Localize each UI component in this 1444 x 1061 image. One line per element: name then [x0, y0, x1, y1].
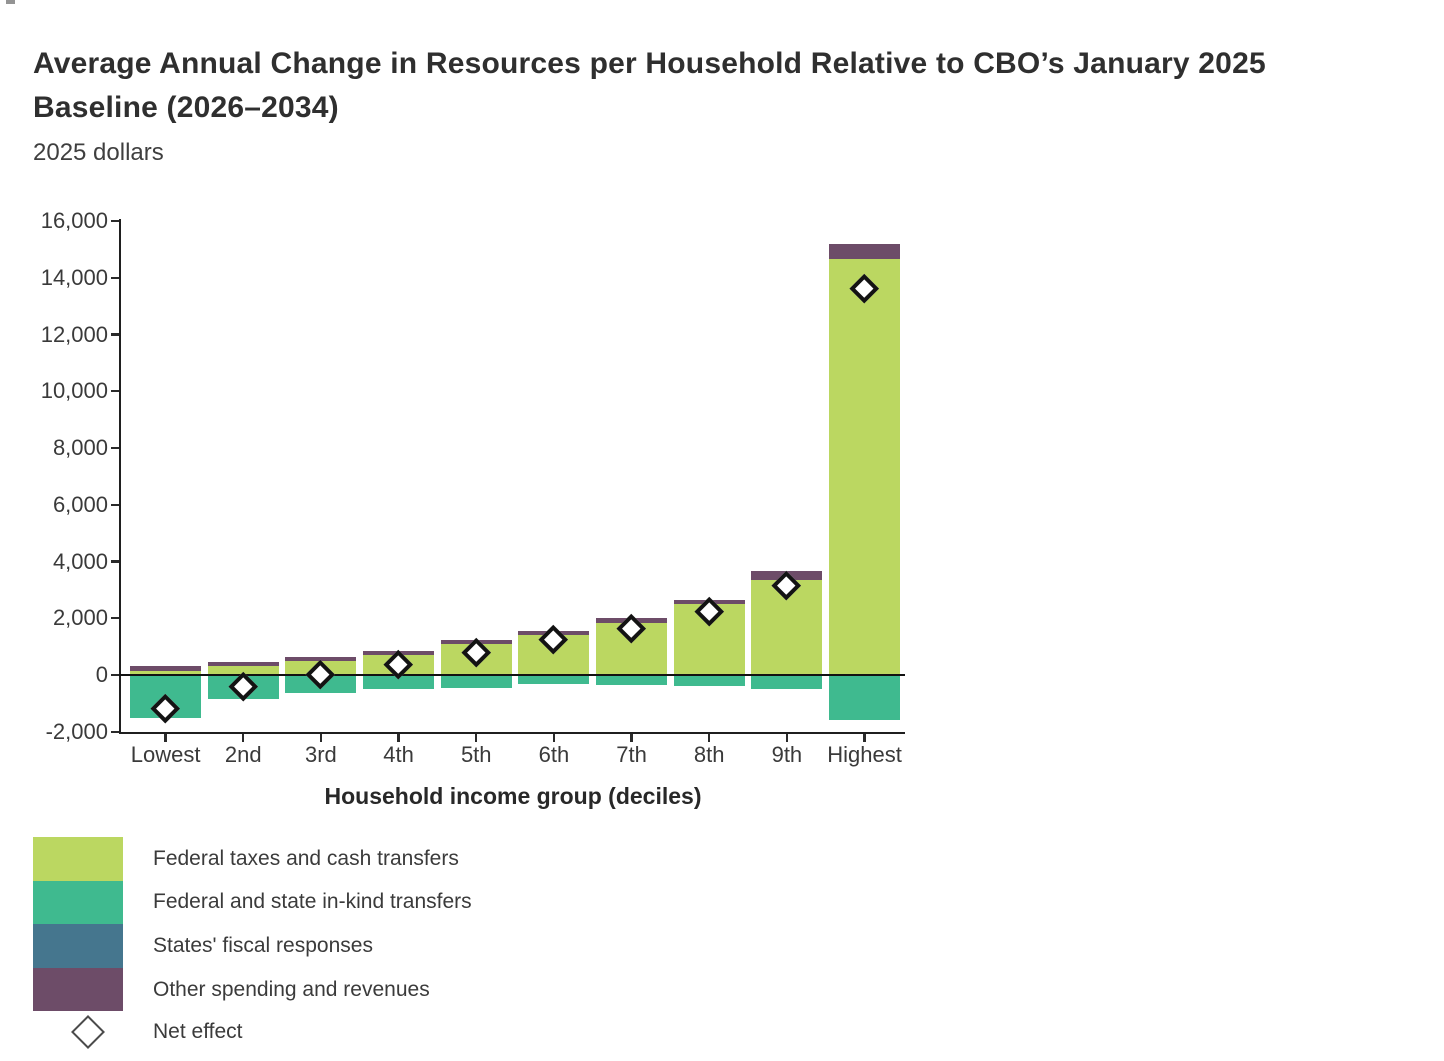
x-tick-label: 6th [538, 742, 570, 767]
chart-title: Average Annual Change in Resources per H… [33, 47, 1266, 124]
y-tick [111, 276, 119, 279]
x-tick-label: Highest [827, 742, 902, 767]
bar-segment [285, 656, 357, 661]
y-tick [111, 446, 119, 450]
legend-swatch-states-fiscal [33, 924, 123, 968]
bar-segment [130, 666, 202, 671]
bar-segment [829, 243, 901, 260]
x-tick-label: 9th [771, 742, 803, 767]
x-tick [785, 734, 789, 743]
y-tick-label: -2,000 [45, 718, 108, 744]
bar-segment [751, 675, 823, 690]
x-tick-label: 3rd [305, 742, 337, 767]
y-axis-line [119, 219, 122, 735]
y-tick-label: 2,000 [52, 605, 108, 631]
x-axis-line [119, 731, 905, 735]
x-tick [319, 734, 323, 743]
x-tick-label: Lowest [130, 742, 201, 767]
y-tick [111, 219, 119, 223]
legend-label: States' fiscal responses [153, 933, 373, 957]
plot-area: 16,000 14,000 12,000 10,000 8,000 6,000 4,000 2… [40, 208, 905, 767]
y-tick [111, 390, 119, 393]
legend-item-states-fiscal: States' fiscal responses [33, 924, 733, 968]
legend-item-other-spending: Other spending and revenues [33, 967, 733, 1012]
legend-item-federal-taxes: Federal taxes and cash transfers [33, 837, 733, 881]
y-tick [111, 617, 119, 620]
x-tick [164, 734, 167, 743]
y-tick [111, 730, 119, 733]
y-tick-label: 6,000 [52, 491, 108, 517]
legend-item-net-effect: Net effect [33, 1011, 733, 1053]
x-tick-label: 2nd [224, 742, 262, 767]
x-tick-label: 8th [693, 742, 725, 767]
zero-line [119, 673, 905, 677]
x-tick [397, 734, 400, 743]
legend-label: Federal taxes and cash transfers [153, 846, 459, 870]
bar-segment [440, 675, 512, 688]
x-tick-label: 4th [383, 742, 414, 767]
y-tick [111, 333, 119, 336]
screenshot-edge-artifact [6, 0, 15, 4]
legend: Federal taxes and cash transfers Federal… [33, 837, 733, 1053]
legend-item-inkind-transfers: Federal and state in-kind transfers [33, 880, 733, 925]
legend-marker-cell [33, 1011, 123, 1053]
y-tick-label: 10,000 [40, 378, 108, 404]
y-tick-label: 16,000 [40, 208, 108, 233]
bar-segment [518, 675, 590, 684]
bar-segment [596, 675, 668, 685]
y-tick [111, 560, 119, 563]
legend-swatch-federal-taxes [33, 837, 123, 881]
x-tick [475, 734, 478, 743]
legend-label: Other spending and revenues [153, 977, 430, 1001]
y-tick-label: 14,000 [40, 264, 108, 290]
bar-segment [363, 675, 435, 690]
x-tick-label: 5th [460, 742, 492, 767]
x-tick [242, 734, 245, 743]
bar-segment [673, 675, 745, 687]
bar-segment [829, 259, 901, 675]
y-tick-label: 8,000 [52, 435, 108, 460]
y-tick-label: 0 [95, 662, 108, 687]
bar-segment [130, 670, 202, 675]
bar-segment [829, 675, 901, 721]
x-tick-label: 7th [616, 742, 647, 767]
legend-label: Federal and state in-kind transfers [153, 890, 472, 914]
legend-swatch-other-spending [33, 967, 123, 1012]
chart-subtitle: 2025 dollars [33, 139, 164, 166]
x-tick [708, 734, 711, 743]
legend-swatch-inkind-transfers [33, 880, 123, 925]
net-effect-diamond-icon [71, 1015, 105, 1050]
x-tick [863, 734, 866, 743]
y-tick [111, 503, 119, 506]
x-tick [552, 734, 556, 743]
x-axis-title: Household income group (deciles) [324, 783, 702, 809]
legend-label: Net effect [153, 1020, 243, 1044]
bar-segment [207, 662, 279, 667]
y-tick [111, 673, 119, 677]
y-tick-label: 12,000 [40, 321, 108, 347]
y-tick-label: 4,000 [52, 548, 108, 574]
bar-segment [207, 666, 279, 675]
x-tick [630, 734, 633, 743]
